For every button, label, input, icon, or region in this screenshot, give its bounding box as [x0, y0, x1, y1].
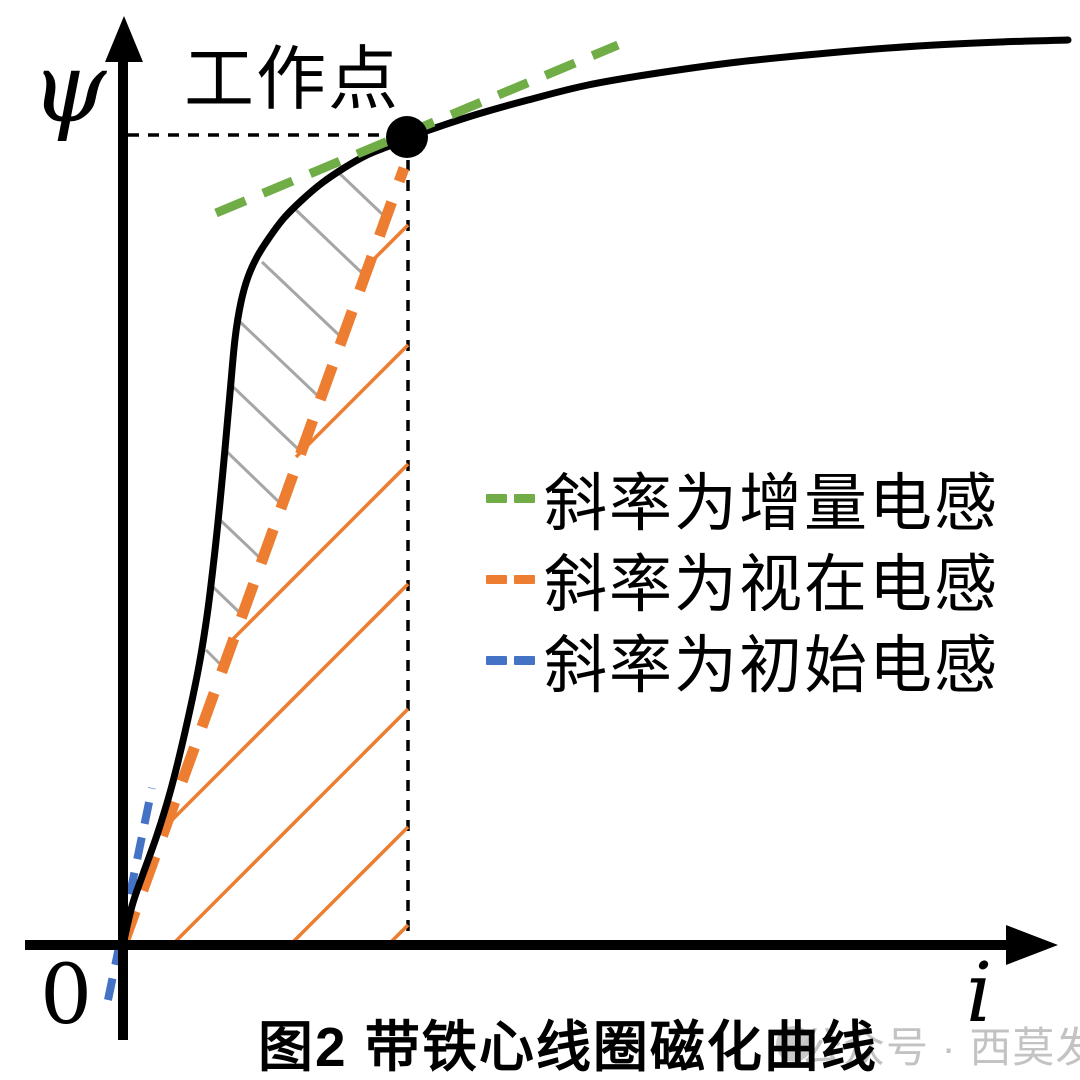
working-point-dot — [386, 116, 428, 158]
gray-hatch-curve-to-secant — [204, 170, 384, 668]
orange-hatch-line — [170, 707, 410, 947]
legend-item: 斜率为初始电感 — [486, 620, 999, 701]
gray-hatch-line — [293, 207, 364, 275]
gray-hatch-line — [215, 515, 262, 560]
legend-item: 斜率为视在电感 — [486, 539, 999, 620]
apparent-inductance-secant — [117, 166, 410, 947]
legend-label: 斜率为增量电感 — [544, 469, 999, 539]
orange-hatch-line — [162, 582, 410, 830]
legend-dash-swatch-icon — [486, 656, 535, 665]
legend-dash-swatch-icon — [486, 494, 535, 503]
gray-hatch-line — [236, 318, 320, 398]
gray-hatch-line — [336, 170, 384, 216]
gray-hatch-line — [209, 583, 242, 615]
x-axis-arrow-icon — [1006, 925, 1058, 965]
orange-hatch-line — [228, 462, 410, 644]
x-axis-label: i — [966, 946, 993, 1041]
gray-hatch-line — [260, 260, 343, 339]
guide-lines — [128, 133, 410, 941]
orange-hatch-secant-triangle — [162, 223, 410, 947]
working-point-label: 工作点 — [184, 40, 400, 118]
legend-item: 斜率为增量电感 — [486, 458, 999, 539]
orange-hatch-line — [294, 343, 410, 459]
magnetization-curve — [119, 36, 1072, 949]
watermark-text: 公众号 · 西莫发布 — [800, 1024, 1080, 1071]
legend: 斜率为增量电感 斜率为视在电感 斜率为初始电感 — [486, 458, 999, 701]
gray-hatch-line — [226, 380, 300, 451]
initial-inductance-line — [104, 787, 156, 1001]
figure-caption: 图2 带铁心线圈磁化曲线 — [258, 1016, 878, 1078]
legend-label: 斜率为视在电感 — [544, 550, 999, 620]
axes — [25, 16, 1058, 1040]
gray-hatch-line — [221, 446, 282, 505]
watermark-logo-icon — [776, 1026, 812, 1062]
y-axis-label: ψ — [31, 32, 107, 144]
legend-label: 斜率为初始电感 — [544, 631, 999, 701]
legend-dash-swatch-icon — [486, 575, 535, 584]
y-axis-arrow-icon — [105, 16, 143, 62]
origin-label: 0 — [40, 948, 93, 1043]
orange-hatch-line — [288, 825, 410, 947]
